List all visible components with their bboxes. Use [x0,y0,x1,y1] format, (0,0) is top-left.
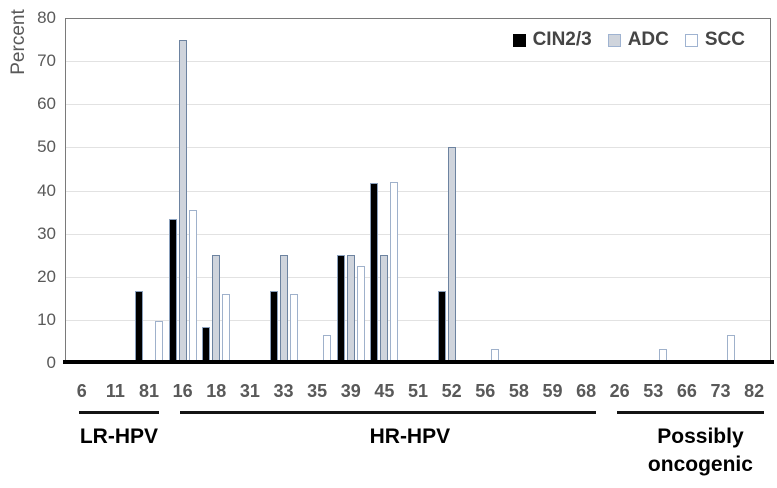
bar-SCC-hpv45 [390,182,399,363]
legend-swatch-icon [607,33,621,47]
bar-CIN23-hpv18 [202,327,211,363]
x-tick-label-hpv73: 73 [710,381,731,401]
bar-CIN23-hpv45 [370,183,379,363]
x-tick-label-hpv6: 6 [76,381,87,401]
legend-swatch-icon [684,33,698,47]
x-tick-label-hpv26: 26 [609,381,630,401]
x-tick-label-hpv52: 52 [441,381,462,401]
bar-SCC-hpv73 [726,334,735,363]
x-tick-label-hpv16: 16 [172,381,193,401]
bar-ADC-hpv33 [279,255,288,363]
gridline [65,276,771,278]
bar-ADC-hpv39 [346,255,355,363]
x-tick-label-hpv66: 66 [676,381,697,401]
bar-CIN23-hpv16 [168,219,177,363]
plot-area [65,18,771,363]
x-tick-label-hpv53: 53 [643,381,664,401]
bar-SCC-hpv16 [188,209,197,363]
x-tick-label-hpv68: 68 [576,381,597,401]
gridline [65,319,771,321]
bar-CIN23-hpv52 [437,290,446,363]
bar-SCC-hpv18 [222,293,231,363]
y-tick-label: 10 [37,309,56,329]
x-tick-label-hpv82: 82 [744,381,765,401]
bar-ADC-hpv45 [380,255,389,363]
y-tick-label: 30 [37,223,56,243]
group-label-0: LR-HPV [9,423,229,451]
group-label-1: HR-HPV [300,423,520,451]
x-tick-label-hpv35: 35 [307,381,328,401]
y-tick-label: 70 [37,51,56,71]
legend-item-CIN23: CIN2/3 [512,29,592,50]
bar-CIN23-hpv81 [135,290,144,363]
x-tick-label-hpv58: 58 [508,381,529,401]
legend-item-SCC: SCC [684,29,745,50]
y-tick-label: 20 [37,266,56,286]
bar-SCC-hpv39 [356,265,365,363]
x-tick-label-hpv59: 59 [542,381,563,401]
gridline [65,147,771,149]
bar-CIN23-hpv33 [269,290,278,363]
legend-label: SCC [704,29,745,50]
legend-label: ADC [627,29,669,50]
group-label-line: Possibly [657,425,744,448]
x-tick-label-hpv56: 56 [475,381,496,401]
x-tick-label-hpv81: 81 [139,381,160,401]
x-tick-label-hpv33: 33 [273,381,294,401]
group-label-line: HR-HPV [369,425,451,448]
gridline [65,104,771,106]
legend: CIN2/3 ADC SCC [512,29,745,50]
x-tick-label-hpv31: 31 [239,381,260,401]
group-underline-1 [179,411,597,414]
bar-SCC-hpv33 [289,293,298,363]
group-label-line: oncogenic [647,453,753,476]
x-tick-label-hpv51: 51 [407,381,428,401]
legend-label: CIN2/3 [532,29,592,50]
gridline [65,61,771,63]
legend-swatch-icon [512,33,526,47]
bar-ADC-hpv16 [178,39,187,363]
y-tick-label: 40 [37,180,56,200]
x-tick-label-hpv45: 45 [374,381,395,401]
group-label-line: LR-HPV [79,425,158,448]
y-tick-label: 0 [46,353,56,372]
y-tick-label: 80 [37,8,56,27]
x-tick-label-hpv11: 11 [105,381,125,401]
bar-CIN23-hpv39 [336,255,345,363]
group-label-2: Possibly oncogenic [590,423,777,479]
group-underline-0 [78,411,160,414]
y-tick-label: 50 [37,137,56,157]
x-tick-label-hpv18: 18 [206,381,227,401]
gridline [65,190,771,192]
y-tick-label: 60 [37,94,56,114]
legend-item-ADC: ADC [607,29,669,50]
gridline [65,233,771,235]
x-tick-label-hpv39: 39 [340,381,361,401]
bar-SCC-hpv35 [323,334,332,363]
group-underline-2 [616,411,765,414]
bar-ADC-hpv18 [212,255,221,363]
x-axis-line [63,360,774,364]
bar-SCC-hpv81 [155,321,164,363]
bar-ADC-hpv52 [447,147,456,363]
